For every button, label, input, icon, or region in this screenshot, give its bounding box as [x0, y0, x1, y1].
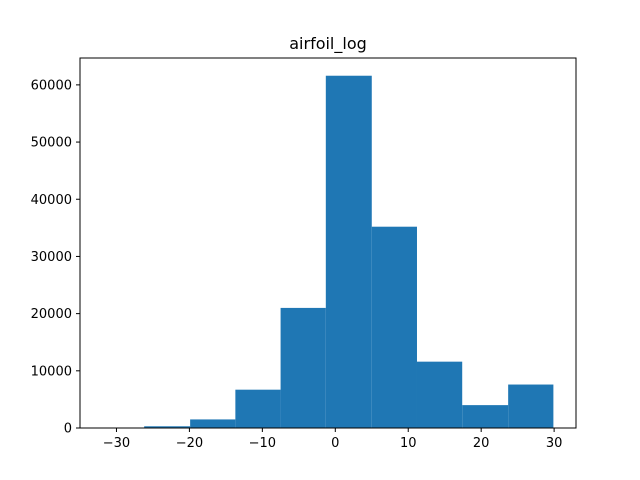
histogram-bar-1 [144, 426, 191, 428]
x-tick-label: −30 [103, 436, 130, 451]
plot-frame [79, 57, 577, 429]
histogram-bar-7 [416, 361, 463, 428]
x-tick-label: 20 [473, 436, 490, 451]
x-tick-label: 30 [546, 436, 563, 451]
histogram-bar-3 [235, 389, 281, 428]
y-tick-label: 60000 [31, 78, 72, 93]
chart-title: airfoil_log [289, 34, 367, 54]
x-tick-label: 10 [400, 436, 417, 451]
bars-group [98, 75, 554, 429]
x-tick-label: −20 [176, 436, 203, 451]
histogram-bar-8 [462, 405, 509, 428]
y-tick-label: 50000 [31, 136, 72, 151]
x-axis: −30 −20 −10 0 10 20 30 [103, 428, 563, 451]
y-tick-label: 0 [64, 422, 72, 437]
y-axis: 0 10000 20000 30000 40000 50000 60000 [31, 78, 80, 437]
x-tick-label: −10 [249, 436, 276, 451]
histogram-bar-6 [371, 226, 417, 428]
x-tick-label: 0 [331, 436, 339, 451]
y-tick-label: 20000 [31, 307, 72, 322]
histogram-bar-4 [280, 307, 326, 428]
histogram-bar-2 [190, 419, 236, 428]
y-tick-label: 40000 [31, 193, 72, 208]
y-tick-label: 10000 [31, 364, 72, 379]
y-tick-label: 30000 [31, 250, 72, 265]
histogram-bar-5 [325, 75, 372, 429]
histogram-bar-9 [508, 384, 554, 428]
